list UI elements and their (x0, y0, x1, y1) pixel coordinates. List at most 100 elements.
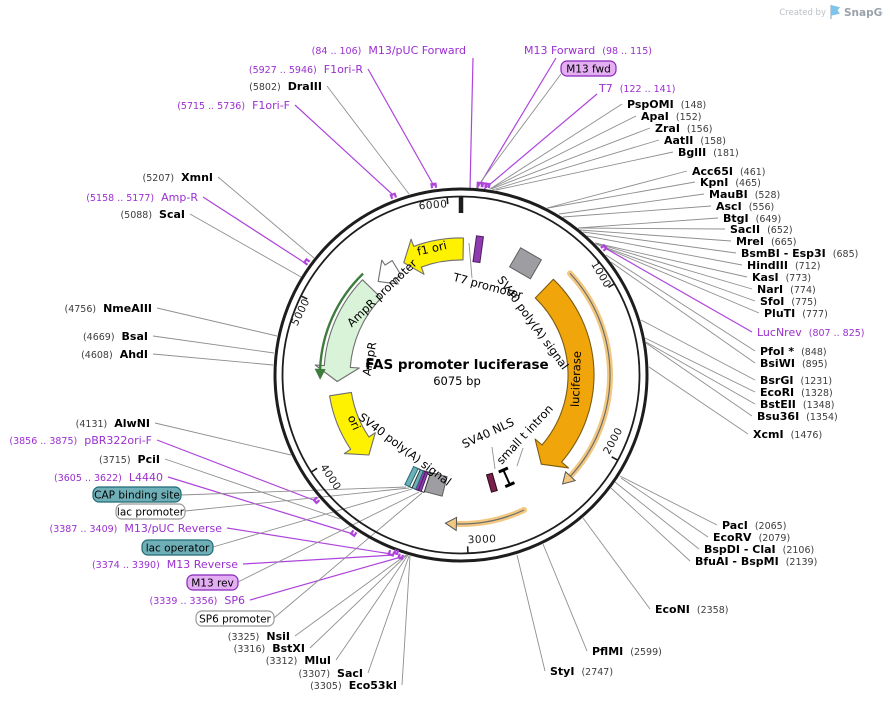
leader-PflMI (542, 543, 588, 652)
badge-label-lac-promoter: lac promoter (117, 506, 185, 518)
site-label-PluTI: PluTI (777) (764, 307, 828, 320)
leader-MluI (335, 554, 409, 661)
tick-4000 (310, 467, 318, 474)
primer-mark-11 (600, 243, 608, 252)
leader-EcoRV (620, 477, 709, 538)
feature-luciferase (534, 278, 595, 469)
feature-cap-binding-site-box (404, 465, 419, 488)
site-label-M13-Forward: M13 Forward (98 .. 115) (524, 44, 652, 57)
transcript-arc-2 (453, 507, 527, 527)
leader-badge-SP6-promoter (273, 492, 423, 619)
site-label-L4440: (3605 .. 3622) L4440 (54, 471, 163, 484)
site-label-T7: T7 (122 .. 141) (598, 82, 675, 95)
leader-ScaI (189, 213, 302, 278)
tick-label-3000: 3000 (467, 533, 496, 546)
site-label-NsiI: (3325) NsiI (228, 630, 290, 643)
leader-Eco53kI (401, 555, 411, 686)
site-label-BglII: BglII (181) (678, 146, 739, 159)
watermark-brand: SnapGene (844, 7, 883, 19)
leader-Amp-R (202, 196, 306, 264)
tick-label-5000: 5000 (289, 297, 312, 328)
site-label-BsrGI: BsrGI (1231) (760, 374, 832, 387)
site-label-F1ori-F: (5715 .. 5736) F1ori-F (177, 99, 290, 112)
transcript-arc-1-arrowhead (561, 470, 577, 485)
leader-LucNrev (604, 247, 753, 333)
site-label-BstEII: BstEII (1348) (760, 398, 834, 411)
leader-BsiWI (610, 261, 756, 364)
transcript-arc-2-arrowhead (444, 516, 458, 532)
leader-Bsu36I (645, 342, 753, 417)
badge-label-sp6-promoter: SP6 promoter (199, 613, 271, 625)
site-label-StyI: StyI (2747) (550, 665, 613, 678)
site-label-Eco53kI: (3305) Eco53kI (310, 679, 397, 692)
site-label-SP6: (3339 .. 3356) SP6 (150, 594, 245, 607)
leader-Acc65I (546, 170, 688, 209)
leader-M13-pUC-Reverse (226, 527, 392, 555)
plasmid-length: 6075 bp (433, 374, 481, 388)
leader-badge-CAP-binding-site (180, 486, 407, 496)
leader-ApaI (489, 115, 637, 190)
leader-DraIII (326, 85, 410, 195)
site-label-PfoI-: PfoI * (848) (760, 345, 827, 358)
site-label-pBR322ori-F: (3856 .. 3875) pBR322ori-F (9, 434, 152, 447)
site-label-AscI: AscI (556) (716, 200, 774, 213)
primer-mark-5 (302, 257, 311, 266)
feature-label-f1-ori-0: f1 ori (416, 238, 448, 258)
site-label-PciI: (3715) PciI (99, 453, 160, 466)
leader-SP6 (249, 556, 402, 601)
site-label-XcmI: XcmI (1476) (753, 428, 822, 441)
primer-mark-6 (312, 496, 321, 505)
leader-NmeAIII (156, 307, 278, 337)
leader-EcoRI (644, 337, 756, 393)
leader-SacII (577, 227, 726, 230)
inner-connector-0 (468, 242, 473, 279)
leader-BspDI-ClaI (614, 481, 700, 550)
leader-badge-M13-fwd (473, 73, 562, 192)
leader-BstEII (645, 341, 756, 405)
site-label-BstXI: (3316) BstXI (234, 642, 305, 655)
feature-t7-promoter-box (472, 235, 484, 264)
leader-AatII (491, 139, 660, 191)
badge-label-m13-rev: M13 rev (191, 577, 234, 589)
leader-KasI (594, 242, 748, 278)
leader-badge-lac-operator (212, 488, 413, 548)
primer-mark-3 (389, 192, 398, 200)
leader-PfoI- (605, 254, 756, 352)
tick-2000 (611, 456, 619, 462)
leader-SacI (367, 555, 410, 674)
badge-label-cap-binding-site: CAP binding site (94, 489, 180, 501)
site-label-M13-pUC-Forward: (84 .. 106) M13/pUC Forward (312, 44, 466, 57)
leader-BtgI (577, 217, 719, 229)
leader-BfuAI-BspMI (610, 487, 691, 562)
leader-M13-Reverse (242, 554, 395, 565)
badge-m13-rev (186, 574, 239, 591)
primer-mark-8 (387, 549, 396, 557)
badge-cap-binding-site (92, 486, 182, 503)
site-label-ScaI: (5088) ScaI (120, 208, 185, 221)
leader-PluTI (595, 243, 760, 314)
leader-NsiI (294, 554, 407, 637)
leader-XmnI (217, 176, 315, 259)
leader-BsrGI (640, 319, 756, 381)
site-label-KpnI: KpnI (465) (700, 176, 761, 189)
leader-F1ori-F (294, 104, 394, 196)
site-label-Acc65I: Acc65I (461) (692, 165, 766, 178)
tick-label-4000: 4000 (317, 462, 343, 493)
site-label-Amp-R: (5158 .. 5177) Amp-R (86, 191, 198, 204)
feature-f1-ori (403, 237, 464, 275)
tick-6000 (446, 196, 449, 205)
site-label-SacI: (3307) SacI (298, 667, 363, 680)
ampr-direction-arc (318, 272, 364, 369)
site-label-M13-Reverse: (3374 .. 3390) M13 Reverse (92, 558, 238, 571)
leader-MauBI (558, 193, 705, 215)
site-label-SfoI: SfoI (775) (760, 295, 817, 308)
site-label-ZraI: ZraI (156) (655, 122, 712, 135)
leader-BsaI (152, 335, 275, 354)
leader-T7 (481, 93, 598, 192)
site-label-Bsu36I: Bsu36I (1354) (757, 410, 838, 423)
site-label-AlwNI: (4131) AlwNI (76, 417, 150, 430)
site-label-NarI: NarI (774) (757, 283, 816, 296)
site-label-EcoNI: EcoNI (2358) (655, 603, 728, 616)
watermark-created-by: Created by (779, 8, 826, 18)
